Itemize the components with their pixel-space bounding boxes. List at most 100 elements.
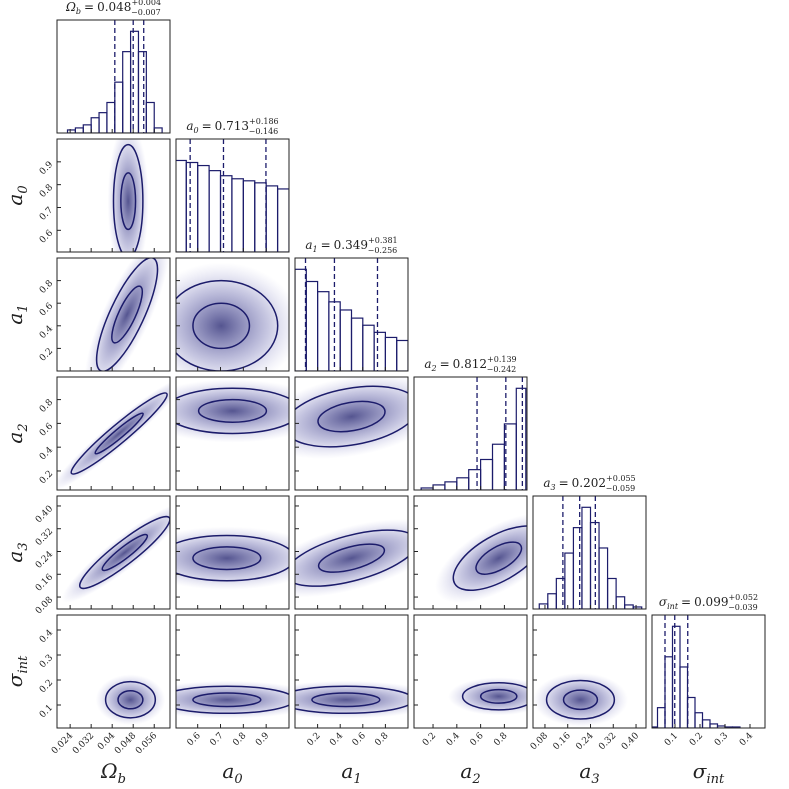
- x-tick-label: 0.8: [373, 731, 390, 748]
- y-tick-label: 0.4: [38, 324, 55, 341]
- title-symbol: a: [186, 119, 193, 133]
- hist-bar: [491, 443, 505, 490]
- title-separator: =: [681, 595, 691, 609]
- y-tick-label: 0.1: [38, 703, 55, 720]
- panel: [294, 376, 409, 491]
- x-tick-label: 0.16: [552, 731, 573, 752]
- panel-frame: [175, 257, 290, 372]
- hist-bar: [74, 127, 84, 133]
- panel-frame: [532, 614, 647, 729]
- y-tick-label: 0.9: [38, 160, 55, 177]
- density: [176, 680, 289, 719]
- contour-inner: [94, 412, 144, 455]
- title-median: 0.812: [453, 357, 487, 371]
- panel-frame: [175, 614, 290, 729]
- y-tick-label: 0.6: [38, 228, 55, 245]
- x-tick-label: 0.6: [186, 731, 203, 748]
- x-tick-label: 0.1: [663, 731, 680, 748]
- panel-frame: [532, 495, 647, 610]
- contour-inner: [562, 689, 599, 711]
- hist-bar: [362, 324, 375, 371]
- label-sub: 2: [16, 423, 31, 432]
- hist-bar: [581, 506, 592, 609]
- title-separator: =: [84, 0, 94, 14]
- hist-bar: [547, 593, 557, 609]
- title-sub: 3: [551, 483, 556, 492]
- density: [57, 377, 170, 490]
- label-sub: 0: [16, 185, 31, 193]
- panel-frame: [175, 138, 290, 253]
- x-tick-label: 0.2: [688, 731, 705, 748]
- x-tick-label: 0.2: [421, 731, 438, 748]
- contour-inner: [317, 543, 386, 573]
- hist-bar: [254, 182, 267, 252]
- label-sub: 1: [16, 304, 31, 312]
- panel-frame: [413, 614, 528, 729]
- panel-title: a0 = 0.713+0.186 −0.146: [186, 117, 278, 136]
- x-tick-label: 0.9: [254, 731, 271, 748]
- hist-bar: [208, 170, 222, 252]
- y-tick-label: 0.32: [34, 527, 55, 548]
- panel-content: [66, 20, 163, 133]
- title-median: 0.349: [334, 238, 368, 252]
- panel: [413, 376, 528, 491]
- hist-bar: [137, 51, 147, 133]
- x-tick-label: 0.32: [597, 731, 618, 752]
- x-tick-label: 0.4: [445, 731, 462, 748]
- density: [107, 139, 149, 252]
- panel-frame: [175, 376, 290, 491]
- panel: [532, 495, 647, 610]
- density: [176, 526, 289, 590]
- title-symbol: Ω: [65, 0, 76, 14]
- panel-frame: [56, 495, 171, 610]
- y-tick-label: 0.24: [34, 549, 55, 570]
- hist-bar: [106, 101, 116, 133]
- hist-bar: [122, 51, 132, 133]
- contour-inner: [192, 302, 251, 350]
- contour-outer: [461, 682, 527, 711]
- label-symbol: a: [3, 313, 27, 325]
- hist-bar: [328, 301, 341, 371]
- contour-outer: [78, 515, 170, 590]
- title-plus: +0.004: [131, 0, 161, 7]
- y-tick-label: 0.16: [34, 572, 55, 593]
- panel-content: [107, 139, 149, 252]
- hist-bar: [432, 484, 446, 490]
- hist-bar: [82, 124, 92, 133]
- title-symbol: a: [305, 238, 312, 252]
- title-plus: +0.052: [728, 593, 758, 602]
- contour-outer: [70, 392, 168, 475]
- title-separator: =: [321, 238, 331, 252]
- label-sub: 3: [591, 772, 599, 787]
- panel-content: [57, 377, 170, 490]
- title-sub: 1: [313, 245, 318, 254]
- panel-frame: [175, 495, 290, 610]
- x-tick-label: 0.3: [713, 731, 730, 748]
- hist-bar: [317, 291, 330, 371]
- hist-bar: [305, 280, 319, 371]
- hist-bar: [538, 603, 549, 609]
- hist-bar: [231, 178, 244, 252]
- x-tick-label: 0.6: [351, 731, 368, 748]
- contour-outer: [295, 685, 408, 715]
- contour-inner: [317, 400, 386, 433]
- x-tick-label: 0.048: [113, 731, 138, 756]
- panel: [175, 138, 290, 253]
- panel-frame: [56, 138, 171, 253]
- panel: 0.080.160.240.320.40: [34, 495, 171, 616]
- hist-bar: [468, 469, 482, 490]
- hist-bar: [572, 527, 583, 609]
- x-tick-label: 0.032: [71, 731, 96, 756]
- panel-title: σint = 0.099+0.052 −0.039: [659, 593, 758, 612]
- hist-bar: [694, 712, 704, 728]
- label-symbol: Ω: [100, 759, 118, 783]
- hist-bar: [153, 127, 163, 133]
- title-symbol: a: [543, 476, 550, 490]
- y-axis-label: a2: [3, 423, 31, 443]
- panel-content: [61, 502, 170, 603]
- x-axis-label: a0: [222, 759, 242, 787]
- density: [295, 680, 408, 719]
- y-tick-label: 0.8: [38, 183, 55, 200]
- hist-bar: [480, 458, 494, 490]
